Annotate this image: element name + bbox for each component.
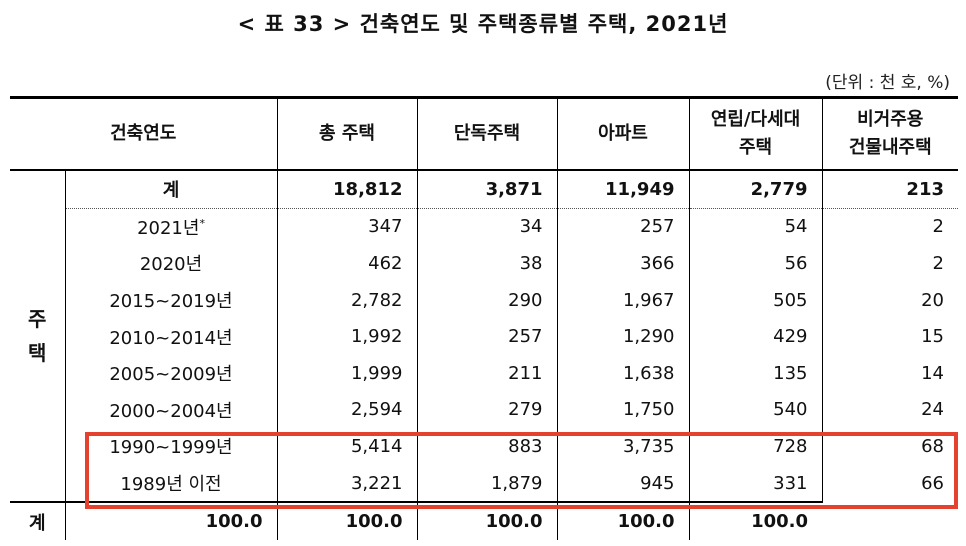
value-cell: 1,750 xyxy=(556,391,689,429)
value-cell: 56 xyxy=(688,245,822,282)
percent-total-label: 계 xyxy=(10,501,65,540)
total-value: 11,949 xyxy=(556,170,689,209)
year-cell: 1989년 이전 xyxy=(120,474,222,496)
value-cell: 728 xyxy=(688,428,822,465)
year-cell: 2021년* xyxy=(65,208,277,245)
value-cell: 2 xyxy=(821,245,958,282)
total-value: 2,779 xyxy=(688,170,822,209)
percent-value: 100.0 xyxy=(688,501,822,540)
header-row: 건축연도 총 주택 단독주택 아파트 연립/다세대 주택 비거주용 건물내주택 xyxy=(10,96,958,171)
value-cell: 945 xyxy=(556,464,689,503)
value-cell: 68 xyxy=(821,428,958,465)
table-row: 2020년 462 38 366 56 2 xyxy=(10,245,958,282)
value-cell: 24 xyxy=(821,391,958,429)
side-label: 주 택 xyxy=(10,170,66,503)
footnote-mark: * xyxy=(199,216,205,230)
year-cell: 2000~2004년 xyxy=(109,400,233,422)
year-cell: 2005~2009년 xyxy=(109,364,233,386)
percent-value: 100.0 xyxy=(276,501,417,540)
value-cell: 14 xyxy=(821,354,958,392)
header-row-house-line1: 연립/다세대 xyxy=(710,109,801,130)
value-cell: 2 xyxy=(821,208,958,246)
value-cell: 135 xyxy=(688,354,822,392)
side-label-line2: 택 xyxy=(28,341,47,366)
header-detached: 단독주택 xyxy=(416,96,557,171)
table-title: < 표 33 > 건축연도 및 주택종류별 주택, 2021년 xyxy=(237,12,729,36)
year-cell: 1990~1999년 xyxy=(109,437,233,459)
table-row: 1990~1999년 5,414 883 3,735 728 68 xyxy=(10,428,958,465)
header-year: 건축연도 xyxy=(10,96,277,171)
value-cell: 1,638 xyxy=(556,354,689,392)
unit-label: (단위 : 천 호, %) xyxy=(825,73,950,93)
table-row: 2005~2009년 1,999 211 1,638 135 14 xyxy=(10,354,958,392)
value-cell: 34 xyxy=(416,208,557,246)
table-row: 2000~2004년 2,594 279 1,750 540 24 xyxy=(10,391,958,429)
header-nonres-line1: 비거주용 xyxy=(857,109,924,130)
value-cell: 15 xyxy=(821,318,958,355)
value-cell: 2,782 xyxy=(276,281,417,319)
percent-total-row: 계 100.0 100.0 100.0 100.0 100.0 xyxy=(10,501,958,540)
side-label-line1: 주 xyxy=(28,307,47,332)
value-cell: 505 xyxy=(688,281,822,319)
value-cell: 2,594 xyxy=(276,391,417,429)
value-cell: 5,414 xyxy=(276,428,417,465)
value-cell: 1,999 xyxy=(276,354,417,392)
value-cell: 20 xyxy=(821,281,958,319)
value-cell: 1,879 xyxy=(416,464,557,503)
header-nonres-line2: 건물내주택 xyxy=(848,137,932,158)
value-cell: 3,735 xyxy=(556,428,689,465)
value-cell: 1,290 xyxy=(556,318,689,355)
value-cell: 883 xyxy=(416,428,557,465)
value-cell: 54 xyxy=(688,208,822,246)
percent-value: 100.0 xyxy=(64,501,277,540)
table-row: 2010~2014년 1,992 257 1,290 429 15 xyxy=(10,318,958,355)
table-row: 2015~2019년 2,782 290 1,967 505 20 xyxy=(10,281,958,319)
year-cell: 2020년 xyxy=(139,254,203,276)
value-cell: 540 xyxy=(688,391,822,429)
value-cell: 347 xyxy=(276,208,417,246)
total-row: 주 택 계 18,812 3,871 11,949 2,779 213 xyxy=(10,170,958,503)
housing-table: 건축연도 총 주택 단독주택 아파트 연립/다세대 주택 비거주용 건물내주택 … xyxy=(10,96,958,540)
percent-value: 100.0 xyxy=(556,501,689,540)
value-cell: 1,967 xyxy=(556,281,689,319)
total-value: 213 xyxy=(821,170,958,209)
total-value: 18,812 xyxy=(276,170,417,209)
value-cell: 279 xyxy=(416,391,557,429)
value-cell: 1,992 xyxy=(276,318,417,355)
table-row: 2021년* 347 34 257 54 2 xyxy=(10,208,958,246)
value-cell: 366 xyxy=(556,245,689,282)
year-cell: 2015~2019년 xyxy=(109,291,233,313)
value-cell: 257 xyxy=(556,208,689,246)
header-apartment: 아파트 xyxy=(556,96,689,171)
percent-value: 100.0 xyxy=(416,501,557,540)
total-value: 3,871 xyxy=(416,170,557,209)
total-label: 계 xyxy=(64,170,277,209)
header-nonresidential: 비거주용 건물내주택 xyxy=(821,96,958,171)
value-cell: 462 xyxy=(276,245,417,282)
year-label: 2021년 xyxy=(137,217,200,239)
value-cell: 3,221 xyxy=(276,464,417,503)
header-row-house: 연립/다세대 주택 xyxy=(688,96,822,171)
value-cell: 429 xyxy=(688,318,822,355)
value-cell: 38 xyxy=(416,245,557,282)
value-cell: 331 xyxy=(688,464,822,503)
value-cell: 211 xyxy=(416,354,557,392)
header-row-house-line2: 주택 xyxy=(738,137,773,158)
value-cell: 66 xyxy=(821,464,958,503)
value-cell: 257 xyxy=(416,318,557,355)
year-cell: 2010~2014년 xyxy=(109,327,233,349)
table-row: 1989년 이전 3,221 1,879 945 331 66 xyxy=(10,464,958,503)
value-cell: 290 xyxy=(416,281,557,319)
header-total: 총 주택 xyxy=(276,96,417,171)
